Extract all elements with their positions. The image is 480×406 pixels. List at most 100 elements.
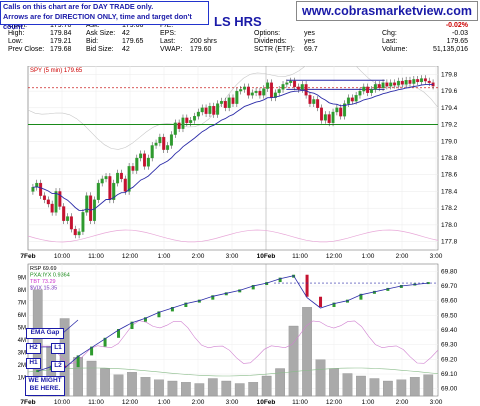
candle-body	[77, 231, 81, 236]
main-moving-average	[32, 83, 434, 212]
main-y-tick-label: 178.6	[441, 172, 458, 179]
candle-body	[189, 120, 193, 124]
candle-body	[370, 89, 374, 93]
lower-legend-2: TBT 73.29	[30, 279, 56, 285]
candle-body	[300, 84, 304, 90]
main-x-tick-label: 2:00	[192, 253, 205, 260]
candle-body	[92, 199, 96, 221]
rsp-bar	[130, 321, 134, 329]
candle-body	[143, 153, 147, 167]
rsp-bar	[238, 289, 242, 293]
lower-x-tick-label: 7Feb	[20, 399, 35, 406]
h2-label: H2	[26, 343, 41, 354]
candle-body	[116, 172, 120, 184]
lower-y-tick-label: 69.40	[441, 327, 458, 334]
volume-bar	[383, 380, 393, 397]
rsp-bar	[103, 337, 107, 347]
candle-body	[216, 103, 220, 115]
lower-x-tick-label: 3:00	[226, 399, 239, 406]
candle-body	[289, 80, 293, 83]
lower-y-tick-label: 69.00	[441, 386, 458, 393]
candle-body	[196, 111, 200, 117]
candle-body	[46, 199, 50, 205]
candle-body	[169, 134, 173, 146]
l2-label: L2	[51, 361, 65, 372]
candle-body	[50, 203, 54, 213]
candle-body	[339, 107, 343, 117]
lower-x-tick-label: 10:00	[54, 399, 71, 406]
volume-bar	[167, 380, 178, 397]
lower-y-tick-label: 69.70	[441, 283, 458, 290]
rsp-bar	[305, 274, 309, 297]
candle-body	[427, 80, 431, 83]
volume-bar	[127, 372, 137, 397]
volume-bar	[261, 375, 272, 397]
candle-body	[193, 116, 197, 121]
l1-label: L1	[51, 343, 65, 354]
lower-y-tick-label: 69.80	[441, 268, 458, 275]
we-might-be-here-label: WE MIGHT BE HERE.	[25, 376, 65, 396]
candle-body	[185, 117, 189, 124]
volume-bar	[342, 373, 353, 397]
main-y-tick-label: 178.4	[441, 188, 458, 195]
volume-bar	[86, 360, 97, 397]
candle-body	[131, 166, 135, 171]
candle-body	[108, 176, 112, 200]
lower-x-tick-label: 11:00	[88, 399, 104, 406]
candle-body	[227, 97, 231, 108]
rsp-bar	[76, 355, 80, 368]
lower-x-tick-label: 2:00	[396, 399, 409, 406]
rsp-bar	[251, 285, 255, 290]
volume-bar	[181, 382, 191, 397]
rsp-bar	[332, 302, 336, 307]
candle-body	[420, 78, 424, 83]
volume-bar	[154, 379, 164, 397]
quote-header: www.cobrasmarketview.com LS HRS Calls on…	[0, 0, 480, 66]
lower-x-tick-label: 3:00	[430, 399, 443, 406]
candle-body	[285, 82, 289, 85]
volume-tick-label: 5M	[18, 326, 26, 332]
header-col-2: Ask: 179.66 Ask Size: 42 Bid: 179.65 Bid Si…	[86, 22, 144, 53]
volume-tick-label: 6M	[18, 313, 26, 319]
volume-bar	[423, 374, 434, 397]
ema-gap-label: EMA Gap	[26, 328, 64, 339]
volume-tick-label: 1M	[18, 376, 26, 382]
rsp-bar	[197, 299, 201, 303]
volume-bar	[409, 377, 420, 397]
candle-body	[177, 122, 181, 129]
candle-body	[89, 195, 93, 221]
website-banner[interactable]: www.cobrasmarketview.com	[296, 1, 478, 21]
header-col-1: Open: 179.70 High: 179.84 Low: 179.21 Prev …	[8, 22, 72, 53]
candle-body	[85, 195, 89, 213]
main-y-tick-label: 177.8	[441, 239, 458, 246]
main-y-tick-label: 179.8	[441, 71, 458, 78]
volume-bar	[207, 378, 218, 397]
candle-body	[112, 182, 116, 200]
volume-bar	[315, 359, 326, 397]
main-x-tick-label: 10:00	[54, 253, 71, 260]
candle-body	[258, 90, 262, 96]
lower-legend-3: $VIX 15.35	[30, 286, 57, 292]
lower-y-tick-label: 69.60	[441, 298, 458, 305]
volume-bar	[32, 289, 43, 397]
candle-body	[319, 107, 323, 121]
candle-body	[343, 103, 347, 117]
volume-tick-label: 4M	[18, 338, 26, 344]
main-y-tick-label: 179.0	[441, 138, 458, 145]
main-y-tick-label: 178.0	[441, 222, 458, 229]
rsp-bar	[211, 295, 215, 300]
candle-body	[358, 90, 362, 96]
volume-bar	[113, 374, 124, 397]
volume-bar	[396, 379, 407, 397]
candle-body	[96, 182, 100, 200]
candle-body	[250, 92, 254, 96]
rsp-bar	[386, 287, 390, 291]
lower-x-tick-label: 10Feb	[257, 399, 276, 406]
main-x-tick-label: 3:00	[226, 253, 239, 260]
volume-tick-label: 8M	[18, 288, 26, 294]
candle-body	[173, 122, 177, 135]
candle-body	[312, 99, 316, 104]
candle-body	[104, 176, 108, 180]
candle-body	[135, 157, 139, 171]
